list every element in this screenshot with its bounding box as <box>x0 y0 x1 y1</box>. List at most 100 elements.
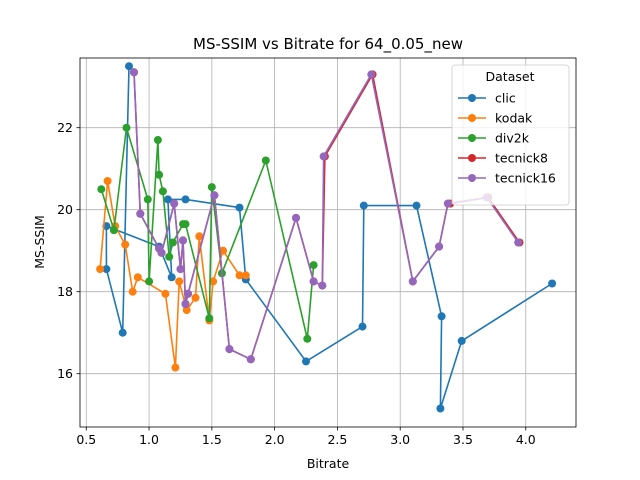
data-point-clic <box>181 195 190 204</box>
data-point-clic <box>118 328 127 337</box>
data-point-kodak <box>171 363 180 372</box>
data-point-tecnick16 <box>225 345 234 354</box>
data-point-clic <box>125 62 133 71</box>
legend-item-tecnick8: tecnick8 <box>458 151 548 166</box>
data-point-tecnick16 <box>176 265 185 274</box>
legend-label: clic <box>495 91 516 106</box>
data-point-kodak <box>161 289 170 298</box>
data-point-tecnick16 <box>184 289 192 298</box>
data-point-clic <box>358 322 367 331</box>
data-point-kodak <box>121 240 130 249</box>
data-point-tecnick16 <box>292 213 300 222</box>
legend-item-clic: clic <box>458 91 516 106</box>
y-axis: 16 18 20 22 <box>57 120 80 381</box>
data-point-tecnick16 <box>408 277 417 286</box>
data-point-clic <box>163 195 172 204</box>
data-point-div2k <box>309 261 318 270</box>
data-point-tecnick16 <box>319 152 328 161</box>
series-tecnick16 <box>130 68 523 364</box>
y-tick-label: 18 <box>57 284 73 299</box>
y-axis-label: MS-SSIM <box>32 215 47 269</box>
data-point-kodak <box>182 306 191 315</box>
legend-label: div2k <box>495 131 530 146</box>
legend-item-tecnick16: tecnick16 <box>458 171 556 186</box>
data-point-clic <box>457 336 466 345</box>
y-tick-label: 16 <box>57 366 73 381</box>
data-point-tecnick16 <box>170 199 179 208</box>
data-point-kodak <box>195 232 204 241</box>
data-point-tecnick16 <box>318 281 327 290</box>
x-tick-label: 3.5 <box>453 432 473 447</box>
legend-marker <box>468 134 476 142</box>
series-line-tecnick16 <box>133 72 519 361</box>
data-point-div2k <box>122 123 131 132</box>
legend-items: clic kodak div2k tecnick8 tecnick16 <box>458 91 556 186</box>
data-point-kodak <box>241 271 250 280</box>
x-tick-label: 3.0 <box>390 432 410 447</box>
legend-frame <box>451 64 570 206</box>
x-tick-label: 4.0 <box>516 432 536 447</box>
x-axis: 0.5 1.0 1.5 2.0 2.5 3.0 3.5 4.0 <box>76 427 536 447</box>
data-point-clic <box>235 203 244 212</box>
legend-label: tecnick16 <box>495 171 556 186</box>
data-point-div2k <box>153 136 162 144</box>
x-axis-label: Bitrate <box>307 456 350 471</box>
data-point-div2k <box>207 183 216 192</box>
data-point-div2k <box>205 314 214 323</box>
x-tick-label: 0.5 <box>76 432 96 447</box>
data-point-tecnick16 <box>367 70 376 79</box>
data-point-div2k <box>145 277 154 286</box>
data-point-div2k <box>109 226 118 235</box>
grid <box>80 58 576 427</box>
data-point-kodak <box>191 293 200 302</box>
data-point-tecnick16 <box>179 236 187 245</box>
legend-marker <box>468 174 476 182</box>
data-point-tecnick16 <box>514 238 523 247</box>
data-point-tecnick16 <box>435 242 444 251</box>
series-layer <box>96 62 557 413</box>
data-point-kodak <box>133 273 142 282</box>
data-point-clic <box>436 404 445 413</box>
data-point-clic <box>412 201 421 210</box>
legend-marker <box>468 154 476 162</box>
x-tick-label: 1.0 <box>139 432 159 447</box>
data-point-kodak <box>235 271 244 280</box>
legend-marker <box>468 94 476 102</box>
data-point-tecnick16 <box>210 191 219 200</box>
data-point-tecnick16 <box>181 300 190 308</box>
data-point-kodak <box>219 246 228 255</box>
x-tick-label: 2.5 <box>327 432 347 447</box>
legend-marker <box>468 114 476 122</box>
legend-label: kodak <box>495 111 533 126</box>
data-point-kodak <box>103 177 112 185</box>
data-point-tecnick16 <box>309 277 318 286</box>
data-point-clic <box>302 357 310 366</box>
series-line-clic <box>105 66 553 410</box>
data-point-clic <box>437 312 446 321</box>
data-point-tecnick16 <box>157 248 166 257</box>
data-point-div2k <box>261 156 270 165</box>
data-point-div2k <box>97 185 106 194</box>
data-point-div2k <box>155 170 164 179</box>
data-point-kodak <box>209 277 218 286</box>
legend: Dataset clic kodak div2k tecnick8 tecnick16 <box>451 64 570 206</box>
y-tick-label: 22 <box>57 120 73 135</box>
data-point-tecnick16 <box>246 355 255 364</box>
data-point-kodak <box>128 287 137 296</box>
data-point-tecnick16 <box>443 199 452 208</box>
data-point-div2k <box>168 238 177 247</box>
data-point-clic <box>359 201 368 210</box>
x-tick-label: 2.0 <box>265 432 285 447</box>
x-tick-label: 1.5 <box>202 432 222 447</box>
data-point-div2k <box>165 252 174 261</box>
series-div2k <box>97 123 318 343</box>
data-point-kodak <box>96 265 105 274</box>
plot-frame <box>79 57 577 428</box>
legend-title: Dataset <box>486 69 535 84</box>
legend-item-div2k: div2k <box>458 131 530 146</box>
data-point-clic <box>167 273 176 282</box>
y-tick-label: 20 <box>57 202 73 217</box>
data-point-div2k <box>303 334 312 343</box>
series-line-div2k <box>100 126 315 340</box>
